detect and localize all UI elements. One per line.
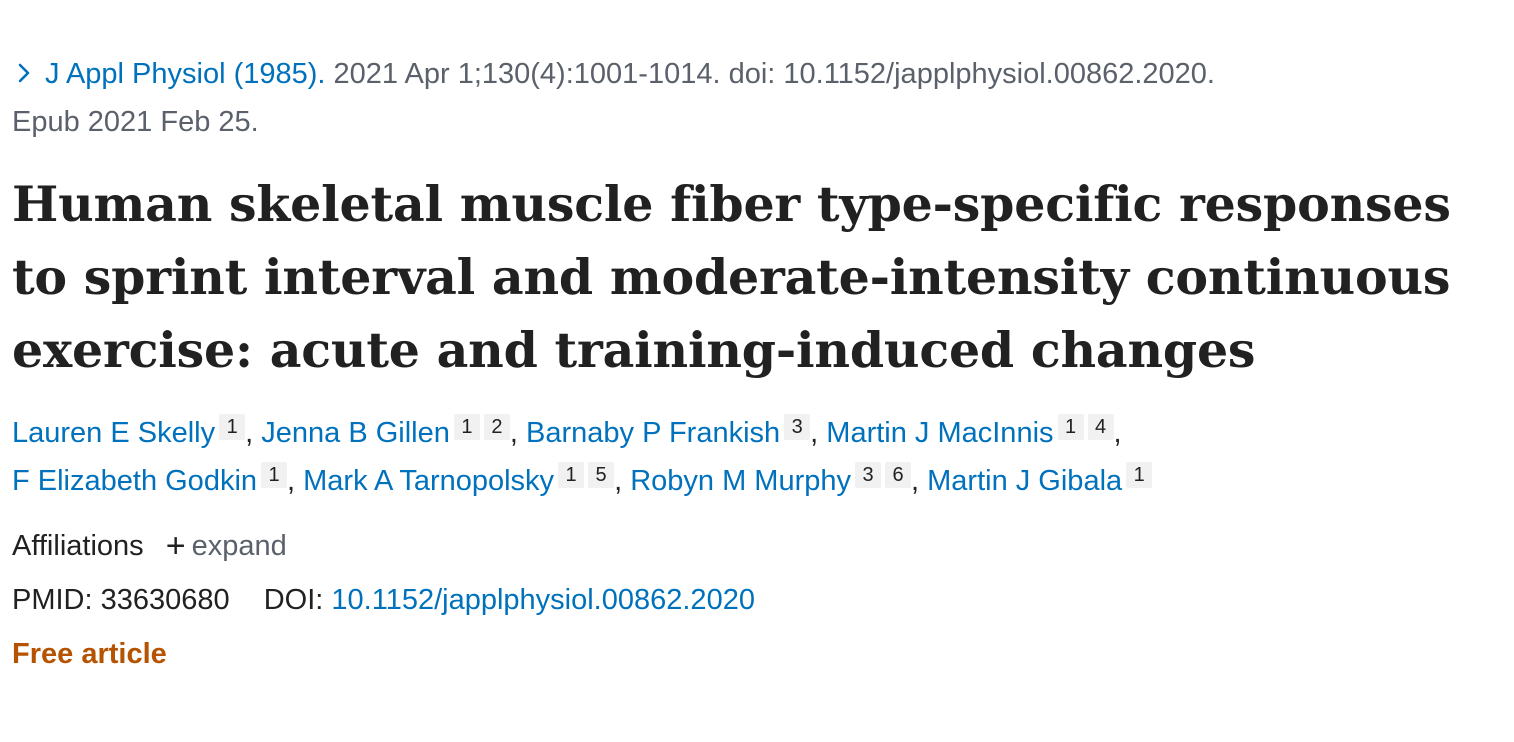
separator: ,: [614, 465, 631, 497]
author: Robyn M Murphy 3 6: [630, 462, 911, 497]
authors-line-2: F Elizabeth Godkin 1, Mark A Tarnopolsky 1…: [12, 457, 1502, 505]
affiliation-ref[interactable]: 6: [885, 462, 911, 488]
author: Martin J Gibala 1: [927, 462, 1153, 497]
affiliations-label: Affiliations: [12, 530, 144, 562]
article-header: J Appl Physiol (1985). 2021 Apr 1;130(4)…: [12, 50, 1502, 681]
affiliation-ref[interactable]: 2: [483, 414, 510, 440]
affiliation-ref[interactable]: 1: [453, 414, 480, 440]
article-title: Human skeletal muscle fiber type-specifi…: [12, 168, 1502, 387]
separator: ,: [810, 417, 827, 449]
separator: ,: [1113, 417, 1122, 449]
citation-line-1: J Appl Physiol (1985). 2021 Apr 1;130(4)…: [12, 50, 1502, 98]
author: Mark A Tarnopolsky 1 5: [303, 462, 615, 497]
citation-details: 2021 Apr 1;130(4):1001-1014. doi: 10.115…: [333, 58, 1215, 90]
pmid-value: 33630680: [100, 584, 230, 616]
author-link[interactable]: Mark A Tarnopolsky: [303, 465, 555, 497]
affiliation-ref[interactable]: 1: [261, 462, 288, 488]
citation: J Appl Physiol (1985). 2021 Apr 1;130(4)…: [12, 50, 1502, 146]
free-article-badge: Free article: [12, 638, 167, 670]
affiliation-ref[interactable]: 5: [588, 462, 615, 488]
affiliation-ref[interactable]: 1: [1057, 414, 1084, 440]
author: Martin J MacInnis 1 4: [826, 414, 1114, 449]
journal-name[interactable]: J Appl Physiol (1985).: [45, 58, 326, 90]
author-link[interactable]: Barnaby P Frankish: [526, 417, 781, 449]
doi-label: DOI:: [263, 584, 324, 616]
author: Jenna B Gillen 1 2: [261, 414, 510, 449]
expand-label[interactable]: expand: [191, 530, 287, 562]
affiliation-ref[interactable]: 3: [784, 414, 811, 440]
affiliation-ref[interactable]: 4: [1087, 414, 1114, 440]
author-link[interactable]: F Elizabeth Godkin: [12, 465, 258, 497]
author: F Elizabeth Godkin 1: [12, 462, 288, 497]
authors-line-1: Lauren E Skelly 1, Jenna B Gillen 1 2, Barn…: [12, 409, 1502, 457]
separator: ,: [911, 465, 928, 497]
title-line: Human skeletal muscle fiber type-specifi…: [12, 175, 1451, 233]
author: Lauren E Skelly 1: [12, 414, 246, 449]
epub-date: Epub 2021 Feb 25.: [12, 106, 259, 138]
separator: ,: [287, 465, 304, 497]
author-link[interactable]: Martin J MacInnis: [826, 417, 1054, 449]
plus-icon: +: [165, 527, 186, 565]
authors-list: Lauren E Skelly 1, Jenna B Gillen 1 2, Barn…: [12, 409, 1502, 505]
journal-link[interactable]: J Appl Physiol (1985).: [12, 58, 325, 90]
affiliations-row: Affiliations + expand: [12, 519, 1502, 573]
affiliation-ref[interactable]: 1: [219, 414, 246, 440]
author-link[interactable]: Jenna B Gillen: [261, 417, 450, 449]
affiliation-ref[interactable]: 3: [855, 462, 881, 488]
chevron-right-icon: [18, 63, 30, 83]
title-line: exercise: acute and training-induced cha…: [12, 321, 1256, 379]
author: Barnaby P Frankish 3: [526, 414, 811, 449]
author-link[interactable]: Lauren E Skelly: [12, 417, 216, 449]
identifiers-row: PMID: 33630680 DOI: 10.1152/japplphysiol…: [12, 573, 1502, 627]
affiliation-ref[interactable]: 1: [1126, 462, 1153, 488]
pmid-label: PMID:: [12, 584, 93, 616]
affiliation-ref[interactable]: 1: [558, 462, 585, 488]
affiliations-expand-button[interactable]: + expand: [165, 527, 287, 565]
author-link[interactable]: Martin J Gibala: [927, 465, 1123, 497]
separator: ,: [245, 417, 262, 449]
separator: ,: [509, 417, 526, 449]
author-link[interactable]: Robyn M Murphy: [630, 465, 851, 497]
doi-link[interactable]: 10.1152/japplphysiol.00862.2020: [331, 584, 755, 616]
title-line: to sprint interval and moderate-intensit…: [12, 248, 1451, 306]
